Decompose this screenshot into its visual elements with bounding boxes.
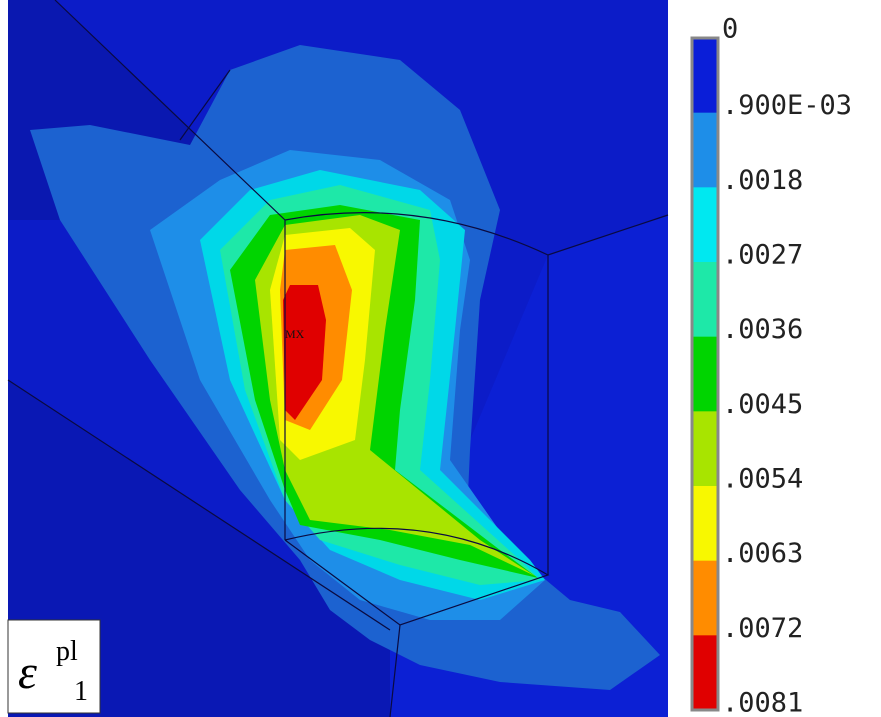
colorbar-swatch: [692, 560, 718, 636]
colorbar-label: 0: [722, 14, 738, 45]
colorbar-swatch: [692, 635, 718, 711]
colorbar-swatch: [692, 38, 718, 114]
edge: [7, 0, 669, 717]
colorbar-swatch: [692, 486, 718, 562]
symbol-box: [7, 619, 101, 714]
colorbar-label: .0081: [722, 688, 803, 717]
colorbar-label: .900E-03: [722, 90, 852, 121]
colorbar-label: .0063: [722, 538, 803, 569]
face: [8, 380, 390, 717]
colorbar-label: .0072: [722, 613, 803, 644]
colorbar-swatch: [692, 112, 718, 188]
symbol-base: ε: [18, 646, 37, 699]
colorbar-swatch: [692, 336, 718, 412]
colorbar-label: .0036: [722, 314, 803, 345]
colorbar-frame: [690, 36, 720, 712]
contour: [283, 285, 326, 420]
max-marker: MX: [285, 327, 305, 341]
colorbar-swatch: [692, 262, 718, 338]
colorbar-label: .0018: [722, 165, 803, 196]
colorbar: 0 .900E-03 .0018 .0027 .0036 .0045 .0054 .0063.…: [690, 14, 852, 717]
colorbar-swatch: [692, 187, 718, 263]
colorbar-label: .0054: [722, 464, 803, 495]
symbol-sub: 1: [74, 676, 88, 707]
colorbar-label: .0045: [722, 389, 803, 420]
colorbar-swatch: [692, 411, 718, 487]
colorbar-label: .0027: [722, 240, 803, 271]
symbol-sup: pl: [56, 636, 78, 667]
